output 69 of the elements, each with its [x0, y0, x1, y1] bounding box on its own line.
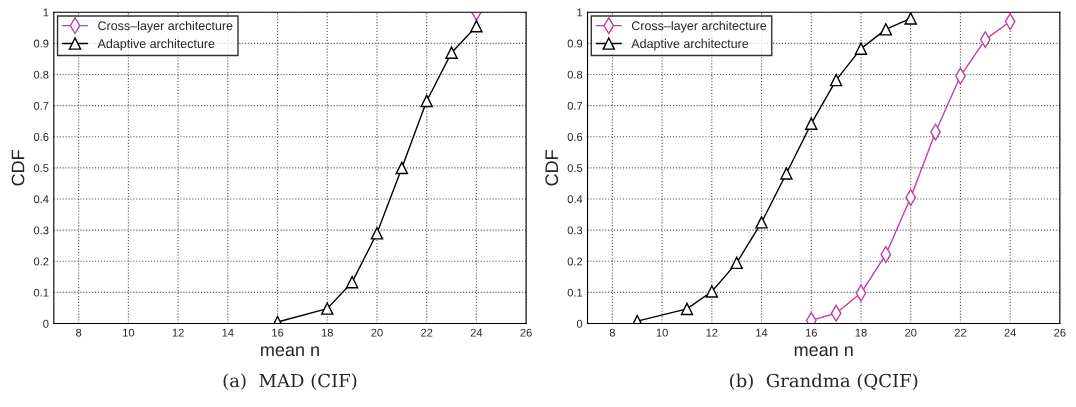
x-tick-label: 14 [222, 328, 234, 337]
y-tick-label: 0.5 [33, 164, 49, 173]
y-tick-label: 0.2 [567, 257, 583, 266]
point [345, 275, 359, 289]
y-tick-label: 0.7 [33, 101, 49, 110]
point [730, 256, 743, 270]
y-tick-label: 0.1 [33, 288, 49, 297]
x-tick-label: 8 [609, 328, 615, 337]
y-tick-label: 0.5 [567, 164, 583, 173]
x-tick-label: 24 [470, 328, 483, 337]
x-tick-label: 26 [520, 328, 532, 337]
x-tick-label: 16 [805, 328, 817, 337]
y-tick-label: 0.3 [567, 226, 583, 235]
text: (b) Grandma (QCIF) [730, 373, 918, 390]
y-tick-label: 0.2 [33, 257, 49, 266]
y-tick-label: 0 [576, 319, 583, 328]
point [680, 302, 694, 316]
y-tick-label: 0.1 [567, 288, 583, 297]
y-tick-label: 0.9 [33, 39, 49, 48]
x-tick-label: 14 [756, 328, 768, 337]
y-tick-label: 0.8 [567, 70, 583, 79]
point [805, 117, 818, 130]
legend-label: Adaptive architecture [97, 38, 215, 51]
y-tick-label: 0.8 [33, 70, 49, 79]
text: (a) MAD (CIF) [223, 373, 357, 390]
x-tick-label: 20 [905, 328, 917, 337]
x-tick-label: 16 [272, 328, 284, 337]
point [395, 161, 409, 175]
point [854, 42, 868, 55]
y-tick-label: 0 [43, 319, 49, 328]
point [470, 19, 483, 33]
y-tick-label: 0.3 [33, 226, 49, 235]
y-tick-label: 0.7 [567, 101, 583, 110]
point [879, 23, 893, 36]
x-tick-label: 8 [76, 328, 82, 337]
point [904, 12, 917, 25]
y-tick-label: 0.6 [33, 133, 49, 141]
x-axis-title: mean n [794, 346, 853, 357]
legend-label: Cross–layer architecture [631, 20, 767, 33]
y-axis-title: CDF [11, 150, 25, 186]
x-tick-label: 22 [954, 328, 967, 337]
y-tick-label: 0.4 [33, 195, 49, 204]
x-tick-label: 18 [855, 328, 867, 337]
y-tick-label: 0.9 [567, 39, 583, 48]
point [755, 216, 768, 229]
y-tick-label: 1 [43, 8, 49, 17]
point [445, 46, 458, 59]
x-tick-label: 12 [172, 328, 184, 337]
legend-label: Cross–layer architecture [98, 20, 233, 33]
x-tick-label: 26 [1054, 328, 1066, 337]
point [370, 227, 384, 240]
y-tick-label: 1 [577, 8, 583, 17]
x-tick-label: 22 [421, 328, 433, 337]
y-axis-title: CDF [545, 150, 559, 186]
y-tick-label: 0.4 [567, 195, 583, 204]
point [829, 73, 843, 87]
x-tick-label: 10 [656, 328, 668, 337]
y-tick-label: 0.6 [567, 133, 583, 141]
x-axis-title: mean n [261, 346, 319, 357]
x-tick-label: 12 [706, 328, 718, 337]
x-tick-label: 24 [1004, 328, 1016, 337]
x-tick-label: 10 [123, 328, 135, 337]
point [780, 167, 793, 180]
legend-label: Adaptive architecture [631, 38, 749, 51]
point [705, 285, 719, 298]
x-tick-label: 18 [321, 328, 333, 337]
point [420, 94, 433, 108]
x-tick-label: 20 [371, 328, 383, 337]
point [321, 302, 334, 315]
